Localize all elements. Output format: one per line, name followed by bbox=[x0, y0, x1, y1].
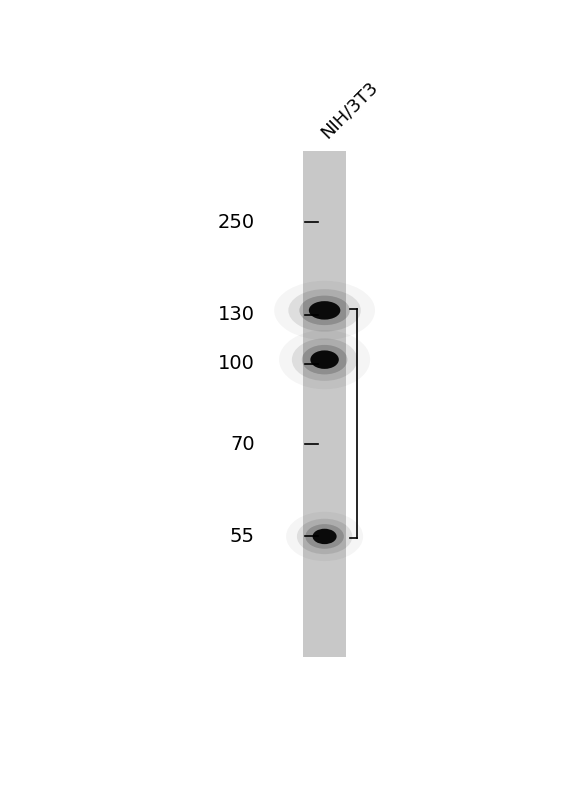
Ellipse shape bbox=[288, 289, 361, 332]
Text: 70: 70 bbox=[230, 434, 254, 454]
Text: 250: 250 bbox=[218, 213, 254, 232]
Ellipse shape bbox=[297, 518, 353, 554]
Ellipse shape bbox=[292, 338, 357, 381]
Ellipse shape bbox=[310, 350, 339, 369]
Text: NIH/3T3: NIH/3T3 bbox=[317, 78, 381, 142]
Ellipse shape bbox=[299, 295, 350, 325]
Ellipse shape bbox=[302, 345, 347, 374]
Bar bbox=[303, 151, 346, 657]
Ellipse shape bbox=[305, 524, 344, 549]
Ellipse shape bbox=[309, 301, 340, 320]
Text: 130: 130 bbox=[218, 305, 254, 324]
Ellipse shape bbox=[312, 529, 337, 544]
Text: 100: 100 bbox=[218, 354, 254, 374]
Text: 55: 55 bbox=[229, 527, 254, 546]
